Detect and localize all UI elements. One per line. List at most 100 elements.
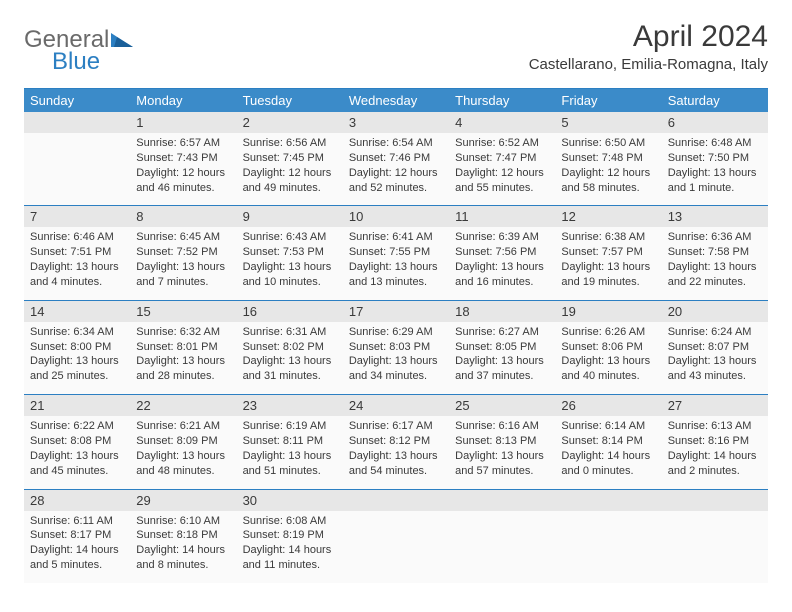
day-cell: Sunrise: 6:48 AMSunset: 7:50 PMDaylight:… [662, 133, 768, 205]
day-number: 20 [662, 301, 768, 322]
daylight-text: Daylight: 14 hours and 11 minutes. [243, 543, 337, 573]
day-cell: Sunrise: 6:41 AMSunset: 7:55 PMDaylight:… [343, 227, 449, 299]
sunset-text: Sunset: 8:11 PM [243, 434, 337, 449]
daylight-text: Daylight: 12 hours and 49 minutes. [243, 166, 337, 196]
weekday-sat: Saturday [662, 89, 768, 112]
day-cell: Sunrise: 6:17 AMSunset: 8:12 PMDaylight:… [343, 416, 449, 488]
day-number [662, 490, 768, 511]
sunset-text: Sunset: 8:14 PM [561, 434, 655, 449]
calendar-page: General Blue April 2024 Castellarano, Em… [0, 0, 792, 603]
cell-row: Sunrise: 6:22 AMSunset: 8:08 PMDaylight:… [24, 416, 768, 488]
sunset-text: Sunset: 8:07 PM [668, 340, 762, 355]
day-cell: Sunrise: 6:57 AMSunset: 7:43 PMDaylight:… [130, 133, 236, 205]
daylight-text: Daylight: 13 hours and 25 minutes. [30, 354, 124, 384]
day-number: 29 [130, 490, 236, 511]
daynum-row: 123456 [24, 112, 768, 133]
daylight-text: Daylight: 13 hours and 37 minutes. [455, 354, 549, 384]
sunset-text: Sunset: 8:08 PM [30, 434, 124, 449]
sunset-text: Sunset: 8:13 PM [455, 434, 549, 449]
day-cell: Sunrise: 6:29 AMSunset: 8:03 PMDaylight:… [343, 322, 449, 394]
sunset-text: Sunset: 7:53 PM [243, 245, 337, 260]
day-cell: Sunrise: 6:39 AMSunset: 7:56 PMDaylight:… [449, 227, 555, 299]
sunset-text: Sunset: 8:19 PM [243, 528, 337, 543]
sunrise-text: Sunrise: 6:16 AM [455, 419, 549, 434]
sunset-text: Sunset: 7:51 PM [30, 245, 124, 260]
day-cell: Sunrise: 6:19 AMSunset: 8:11 PMDaylight:… [237, 416, 343, 488]
daylight-text: Daylight: 13 hours and 13 minutes. [349, 260, 443, 290]
day-cell: Sunrise: 6:34 AMSunset: 8:00 PMDaylight:… [24, 322, 130, 394]
cell-row: Sunrise: 6:57 AMSunset: 7:43 PMDaylight:… [24, 133, 768, 205]
day-number: 12 [555, 206, 661, 227]
day-cell: Sunrise: 6:22 AMSunset: 8:08 PMDaylight:… [24, 416, 130, 488]
day-number: 13 [662, 206, 768, 227]
logo-blue-text: Blue [52, 48, 100, 75]
sunset-text: Sunset: 7:52 PM [136, 245, 230, 260]
sunrise-text: Sunrise: 6:46 AM [30, 230, 124, 245]
sunset-text: Sunset: 7:46 PM [349, 151, 443, 166]
day-cell: Sunrise: 6:21 AMSunset: 8:09 PMDaylight:… [130, 416, 236, 488]
day-cell: Sunrise: 6:56 AMSunset: 7:45 PMDaylight:… [237, 133, 343, 205]
day-number: 23 [237, 395, 343, 416]
day-number: 14 [24, 301, 130, 322]
daylight-text: Daylight: 14 hours and 0 minutes. [561, 449, 655, 479]
day-cell: Sunrise: 6:38 AMSunset: 7:57 PMDaylight:… [555, 227, 661, 299]
day-cell: Sunrise: 6:54 AMSunset: 7:46 PMDaylight:… [343, 133, 449, 205]
daynum-row: 21222324252627 [24, 394, 768, 416]
sunset-text: Sunset: 7:48 PM [561, 151, 655, 166]
sunrise-text: Sunrise: 6:14 AM [561, 419, 655, 434]
day-cell: Sunrise: 6:10 AMSunset: 8:18 PMDaylight:… [130, 511, 236, 583]
daylight-text: Daylight: 13 hours and 40 minutes. [561, 354, 655, 384]
sunrise-text: Sunrise: 6:57 AM [136, 136, 230, 151]
daylight-text: Daylight: 13 hours and 16 minutes. [455, 260, 549, 290]
daylight-text: Daylight: 13 hours and 10 minutes. [243, 260, 337, 290]
day-cell: Sunrise: 6:50 AMSunset: 7:48 PMDaylight:… [555, 133, 661, 205]
day-number: 22 [130, 395, 236, 416]
sunrise-text: Sunrise: 6:11 AM [30, 514, 124, 529]
sunrise-text: Sunrise: 6:27 AM [455, 325, 549, 340]
sunset-text: Sunset: 8:00 PM [30, 340, 124, 355]
sunrise-text: Sunrise: 6:26 AM [561, 325, 655, 340]
daylight-text: Daylight: 13 hours and 51 minutes. [243, 449, 337, 479]
sunrise-text: Sunrise: 6:10 AM [136, 514, 230, 529]
day-cell: Sunrise: 6:27 AMSunset: 8:05 PMDaylight:… [449, 322, 555, 394]
daynum-row: 14151617181920 [24, 300, 768, 322]
sunset-text: Sunset: 7:50 PM [668, 151, 762, 166]
day-number: 25 [449, 395, 555, 416]
day-cell: Sunrise: 6:46 AMSunset: 7:51 PMDaylight:… [24, 227, 130, 299]
daylight-text: Daylight: 13 hours and 45 minutes. [30, 449, 124, 479]
weekday-mon: Monday [130, 89, 236, 112]
daylight-text: Daylight: 13 hours and 34 minutes. [349, 354, 443, 384]
daylight-text: Daylight: 14 hours and 8 minutes. [136, 543, 230, 573]
daylight-text: Daylight: 13 hours and 4 minutes. [30, 260, 124, 290]
daylight-text: Daylight: 14 hours and 2 minutes. [668, 449, 762, 479]
weeks-container: 123456Sunrise: 6:57 AMSunset: 7:43 PMDay… [24, 112, 768, 583]
sunrise-text: Sunrise: 6:22 AM [30, 419, 124, 434]
sunrise-text: Sunrise: 6:17 AM [349, 419, 443, 434]
daylight-text: Daylight: 13 hours and 22 minutes. [668, 260, 762, 290]
location-text: Castellarano, Emilia-Romagna, Italy [529, 56, 768, 73]
sunrise-text: Sunrise: 6:19 AM [243, 419, 337, 434]
daylight-text: Daylight: 13 hours and 1 minute. [668, 166, 762, 196]
daylight-text: Daylight: 12 hours and 46 minutes. [136, 166, 230, 196]
day-number: 1 [130, 112, 236, 133]
daylight-text: Daylight: 13 hours and 31 minutes. [243, 354, 337, 384]
sunrise-text: Sunrise: 6:48 AM [668, 136, 762, 151]
sunrise-text: Sunrise: 6:36 AM [668, 230, 762, 245]
daylight-text: Daylight: 13 hours and 57 minutes. [455, 449, 549, 479]
sunset-text: Sunset: 8:18 PM [136, 528, 230, 543]
calendar: Sunday Monday Tuesday Wednesday Thursday… [24, 88, 768, 583]
day-number: 21 [24, 395, 130, 416]
sunrise-text: Sunrise: 6:34 AM [30, 325, 124, 340]
day-number: 5 [555, 112, 661, 133]
day-cell: Sunrise: 6:45 AMSunset: 7:52 PMDaylight:… [130, 227, 236, 299]
sunset-text: Sunset: 8:17 PM [30, 528, 124, 543]
day-number: 19 [555, 301, 661, 322]
day-cell: Sunrise: 6:31 AMSunset: 8:02 PMDaylight:… [237, 322, 343, 394]
sunrise-text: Sunrise: 6:21 AM [136, 419, 230, 434]
sunset-text: Sunset: 8:09 PM [136, 434, 230, 449]
sunset-text: Sunset: 7:47 PM [455, 151, 549, 166]
day-number: 27 [662, 395, 768, 416]
day-cell: Sunrise: 6:08 AMSunset: 8:19 PMDaylight:… [237, 511, 343, 583]
day-number: 30 [237, 490, 343, 511]
day-number [24, 112, 130, 133]
